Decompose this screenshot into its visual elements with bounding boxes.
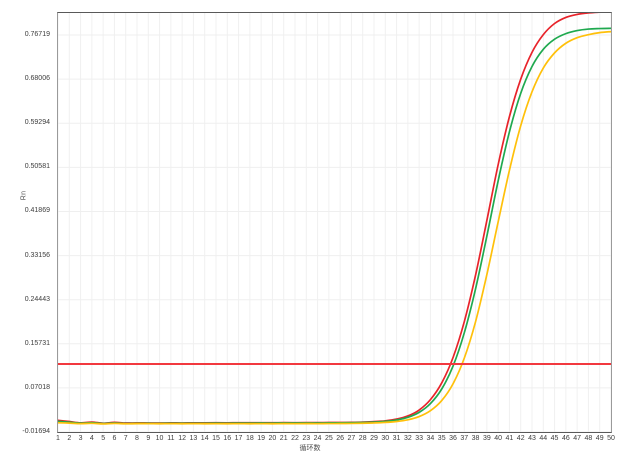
x-tick-label: 6 [112, 435, 117, 442]
plot-canvas [58, 13, 611, 432]
series-curves [58, 13, 611, 425]
x-tick-label: 31 [392, 435, 401, 442]
x-tick-label: 15 [212, 435, 220, 442]
x-tick-label: 49 [595, 435, 604, 442]
x-tick-label: 33 [415, 435, 424, 442]
x-tick-label: 34 [426, 435, 435, 442]
x-tick-label: 26 [336, 435, 345, 442]
x-tick-label: 32 [403, 435, 412, 442]
x-tick-label: 11 [167, 435, 175, 442]
x-tick-label: 9 [146, 435, 151, 442]
x-tick-label: 50 [607, 435, 615, 442]
x-tick-label: 29 [370, 435, 378, 442]
x-tick-label: 28 [358, 435, 367, 442]
x-tick-label: 4 [89, 435, 94, 442]
x-tick-label: 38 [471, 435, 480, 442]
y-tick-label: 0.59294 [24, 119, 50, 127]
x-tick-label: 27 [347, 435, 356, 442]
x-tick-label: 5 [101, 435, 106, 442]
horizontal-gridlines [58, 34, 611, 432]
y-tick-label: 0.15731 [24, 339, 50, 347]
y-tick-label: -0.01694 [22, 428, 50, 435]
y-axis-tick-labels: 0.76719 0.68006 0.59294 0.50581 0.41869 0.331… [0, 0, 54, 457]
y-tick-label: 0.50581 [24, 163, 50, 171]
y-tick-label: 0.68006 [24, 75, 50, 83]
x-tick-label: 2 [67, 435, 72, 442]
y-tick-label: 0.76719 [24, 31, 50, 39]
y-tick-label: 0.07018 [24, 383, 50, 391]
x-tick-label: 47 [573, 435, 582, 442]
x-tick-label: 19 [257, 435, 266, 442]
x-tick-label: 10 [155, 435, 164, 442]
x-axis-title: 循环数 [299, 445, 321, 452]
x-tick-label: 37 [460, 435, 469, 442]
x-tick-label: 1 [56, 435, 60, 442]
x-tick-label: 39 [482, 435, 491, 442]
x-tick-label: 16 [223, 435, 232, 442]
x-tick-label: 13 [189, 435, 198, 442]
x-tick-label: 12 [178, 435, 187, 442]
x-tick-label: 23 [302, 435, 311, 442]
x-tick-label: 7 [123, 435, 128, 442]
x-tick-label: 17 [234, 435, 243, 442]
x-tick-label: 20 [268, 435, 277, 442]
x-tick-label: 21 [279, 435, 288, 442]
x-tick-label: 43 [528, 435, 536, 442]
x-tick-label: 22 [291, 435, 299, 442]
x-tick-label: 3 [78, 435, 83, 442]
y-tick-label: 0.41869 [24, 207, 50, 215]
y-tick-label: 0.33156 [24, 251, 50, 259]
x-tick-label: 24 [313, 435, 322, 442]
x-tick-label: 48 [584, 435, 593, 442]
x-tick-label: 30 [381, 435, 390, 442]
x-tick-label: 14 [200, 435, 209, 442]
x-tick-label: 25 [324, 435, 333, 442]
x-tick-label: 35 [437, 435, 446, 442]
x-tick-label: 8 [135, 435, 139, 442]
plot-area [57, 12, 612, 433]
x-tick-label: 44 [539, 435, 548, 442]
x-tick-label: 36 [449, 435, 457, 442]
x-tick-label: 45 [550, 435, 559, 442]
x-tick-label: 46 [561, 435, 570, 442]
x-tick-label: 42 [516, 435, 525, 442]
x-tick-label: 18 [245, 435, 254, 442]
y-tick-label: 0.24443 [24, 295, 50, 303]
x-tick-label: 40 [494, 435, 503, 442]
x-tick-label: 41 [505, 435, 514, 442]
x-axis-tick-labels: 1 2 3 4 5 6 7 8 9 10 11 12 13 14 15 16 17 18 19 20 21 22 23 24 2… [0, 434, 618, 448]
series-curve [58, 30, 611, 425]
